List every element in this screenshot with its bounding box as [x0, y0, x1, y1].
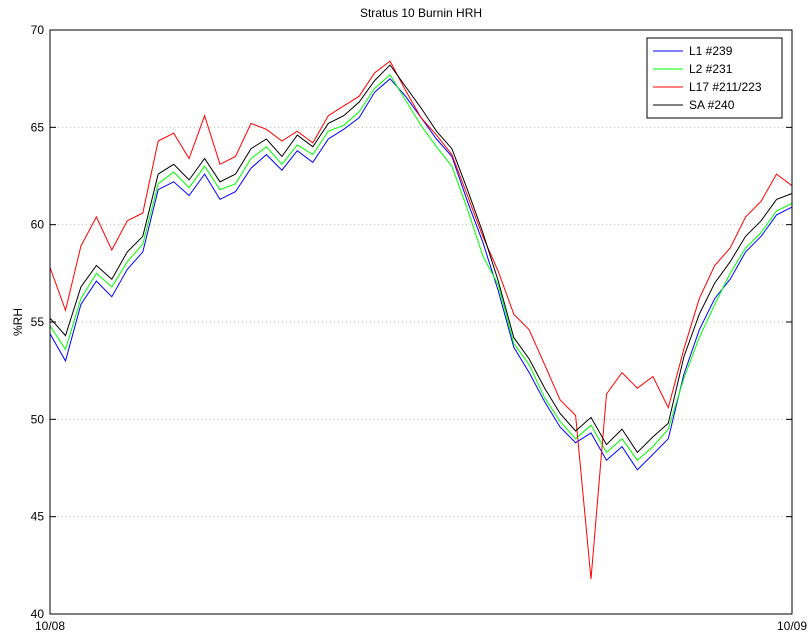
y-tick-label: 65: [31, 120, 45, 134]
y-tick-label: 70: [31, 23, 45, 37]
x-tick-label: 10/08: [35, 619, 65, 633]
y-axis-label: %RH: [11, 308, 25, 336]
chart-title: Stratus 10 Burnin HRH: [360, 6, 482, 20]
legend-label: L1 #239: [689, 44, 733, 58]
legend-label: L2 #231: [689, 62, 733, 76]
plot-area: [50, 30, 792, 614]
series-line: [49, 74, 793, 461]
series-line: [49, 64, 793, 454]
y-tick-label: 45: [31, 510, 45, 524]
y-tick-label: 60: [31, 218, 45, 232]
legend-label: SA #240: [689, 98, 735, 112]
y-tick-label: 50: [31, 412, 45, 426]
y-tick-label: 55: [31, 315, 45, 329]
x-tick-label: 10/09: [777, 619, 807, 633]
legend-label: L17 #211/223: [689, 80, 762, 94]
series-line: [49, 60, 793, 580]
plot-frame: [49, 29, 793, 615]
y-tick-label: 40: [31, 607, 45, 621]
